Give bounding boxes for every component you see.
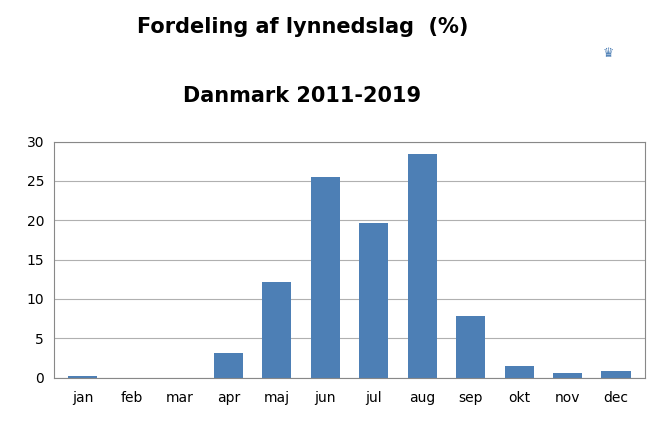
Bar [505,366,534,378]
Bar [310,177,340,378]
Text: DMI: DMI [595,111,622,124]
Text: ♛: ♛ [603,47,614,60]
Bar [553,373,582,378]
Bar [601,371,630,378]
Bar [262,281,291,378]
Text: Fordeling af lynnedslag  (%): Fordeling af lynnedslag (%) [136,17,468,37]
Bar [69,376,97,378]
Text: Danmark 2011-2019: Danmark 2011-2019 [183,86,421,106]
Bar [359,223,388,378]
Bar [456,316,485,378]
Bar [214,353,243,378]
Bar [408,154,437,378]
